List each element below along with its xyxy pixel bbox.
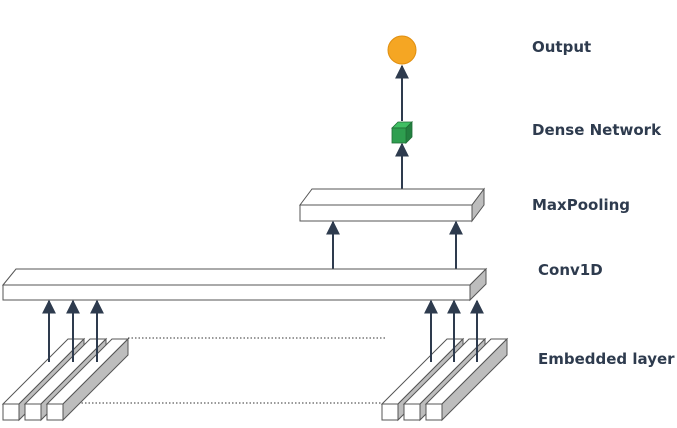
label-output: Output: [532, 38, 591, 56]
label-maxpooling: MaxPooling: [532, 196, 630, 214]
output-node: [387, 35, 417, 65]
label-embedded-layer: Embedded layer: [538, 350, 675, 368]
dense-network-cube: [391, 121, 413, 144]
maxpooling-layer: [299, 187, 485, 223]
label-dense-network: Dense Network: [532, 121, 662, 139]
embedded-layer: [1, 337, 509, 422]
embedding-bar: [45, 337, 130, 422]
embedding-bar: [424, 337, 509, 422]
conv1d-layer: [1, 267, 488, 302]
label-conv1d: Conv1D: [538, 261, 603, 279]
